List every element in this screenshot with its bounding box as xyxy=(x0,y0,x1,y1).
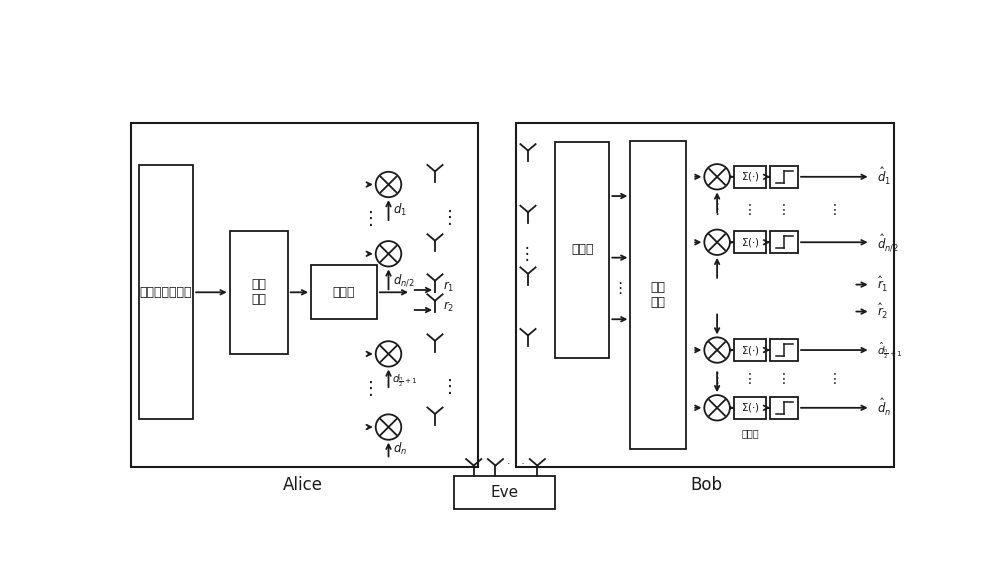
Circle shape xyxy=(704,395,730,420)
Circle shape xyxy=(376,341,401,367)
Bar xyxy=(770,339,798,361)
Bar xyxy=(131,123,478,467)
Bar xyxy=(770,397,798,419)
Bar xyxy=(734,397,766,419)
Bar xyxy=(630,141,686,448)
Text: ⋮: ⋮ xyxy=(743,202,757,217)
Bar xyxy=(734,232,766,253)
Text: $\Sigma(\cdot)$: $\Sigma(\cdot)$ xyxy=(741,170,760,183)
Text: ⋮: ⋮ xyxy=(612,281,627,296)
Text: $\hat{d}_n$: $\hat{d}_n$ xyxy=(877,397,891,419)
Circle shape xyxy=(704,338,730,363)
Circle shape xyxy=(704,229,730,255)
Bar xyxy=(734,166,766,187)
Bar xyxy=(230,231,288,354)
Text: 积分器: 积分器 xyxy=(741,428,759,439)
Bar xyxy=(454,476,555,509)
Text: Eve: Eve xyxy=(491,485,519,500)
Circle shape xyxy=(376,241,401,266)
Text: 反相器: 反相器 xyxy=(333,286,355,299)
Circle shape xyxy=(704,164,730,190)
Text: $d_{\frac{n}{2}+1}$: $d_{\frac{n}{2}+1}$ xyxy=(392,373,418,389)
Text: ⋮: ⋮ xyxy=(362,380,380,397)
Text: $\Sigma(\cdot)$: $\Sigma(\cdot)$ xyxy=(741,343,760,356)
Text: . . .: . . . xyxy=(507,456,525,466)
Text: ⋮: ⋮ xyxy=(777,202,791,217)
Text: ⋮: ⋮ xyxy=(709,202,725,217)
Text: $r_1$: $r_1$ xyxy=(443,280,454,294)
Text: ⋮: ⋮ xyxy=(362,210,380,228)
Text: $\hat{r}_2$: $\hat{r}_2$ xyxy=(877,302,888,321)
Text: $r_2$: $r_2$ xyxy=(443,300,454,314)
Bar xyxy=(770,232,798,253)
Text: 天线
索引: 天线 索引 xyxy=(251,278,266,306)
Bar xyxy=(139,165,193,419)
Text: ⋮: ⋮ xyxy=(743,372,757,386)
Bar xyxy=(311,265,377,319)
Text: $d_1$: $d_1$ xyxy=(393,202,407,218)
Circle shape xyxy=(376,172,401,197)
Text: $\hat{d}_{n/2}$: $\hat{d}_{n/2}$ xyxy=(877,232,898,252)
Text: 检测器: 检测器 xyxy=(571,243,594,256)
Text: 混沌信号发生器: 混沌信号发生器 xyxy=(140,286,192,299)
Text: Alice: Alice xyxy=(283,476,323,494)
Text: $\hat{d}_1$: $\hat{d}_1$ xyxy=(877,166,891,187)
Text: Bob: Bob xyxy=(690,476,722,494)
Bar xyxy=(734,339,766,361)
Bar xyxy=(770,166,798,187)
Text: $\hat{r}_1$: $\hat{r}_1$ xyxy=(877,275,888,294)
Text: 天线
索引: 天线 索引 xyxy=(651,281,666,309)
Text: ⋮: ⋮ xyxy=(441,378,459,396)
Text: $\hat{d}_{\frac{n}{2}+1}$: $\hat{d}_{\frac{n}{2}+1}$ xyxy=(877,340,902,361)
Text: $d_{n/2}$: $d_{n/2}$ xyxy=(393,272,415,288)
Text: ⋮: ⋮ xyxy=(827,202,841,217)
Text: ⋮: ⋮ xyxy=(709,371,725,386)
Text: $\Sigma(\cdot)$: $\Sigma(\cdot)$ xyxy=(741,401,760,415)
Text: ⋮: ⋮ xyxy=(441,209,459,227)
Circle shape xyxy=(376,415,401,440)
Text: ⋮: ⋮ xyxy=(777,372,791,386)
Bar xyxy=(555,142,609,358)
Text: $d_n$: $d_n$ xyxy=(393,440,407,457)
Bar xyxy=(516,123,894,467)
Text: $\Sigma(\cdot)$: $\Sigma(\cdot)$ xyxy=(741,236,760,249)
Text: ⋮: ⋮ xyxy=(519,245,536,263)
Text: ⋮: ⋮ xyxy=(827,372,841,386)
